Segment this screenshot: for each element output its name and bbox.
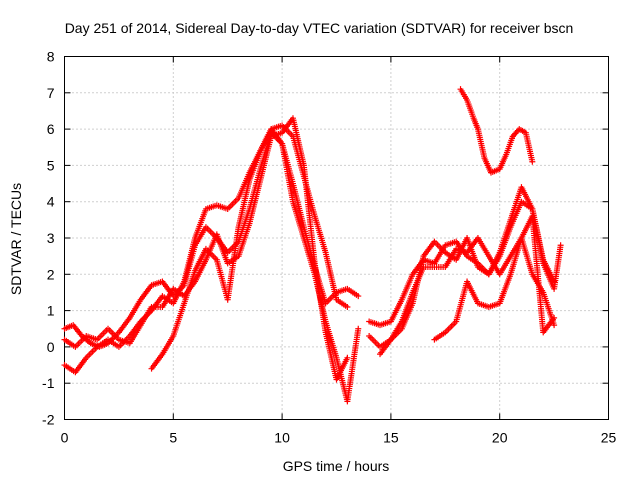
y-tick-label: 4 — [47, 194, 55, 210]
y-axis-label: SDTVAR / TECUs — [8, 183, 24, 295]
x-tick-label: 20 — [492, 430, 508, 446]
data-point — [344, 354, 351, 361]
x-tick-label: 0 — [61, 430, 69, 446]
data-point — [551, 278, 558, 285]
series-arc3 — [61, 115, 351, 383]
series-arc4 — [148, 126, 362, 405]
data-point — [355, 293, 362, 300]
x-tick-label: 15 — [383, 430, 399, 446]
data-point — [344, 303, 351, 310]
y-tick-label: 1 — [47, 303, 55, 319]
y-tick-label: 3 — [47, 230, 55, 246]
data-point — [557, 242, 564, 249]
series-arc9 — [457, 86, 536, 176]
x-tick-label: 10 — [274, 430, 290, 446]
y-tick-label: 6 — [47, 121, 55, 137]
y-tick-label: 2 — [47, 266, 55, 282]
data-point — [551, 314, 558, 321]
x-tick-label: 25 — [601, 430, 617, 446]
y-tick-label: -1 — [42, 375, 55, 391]
series-arc7 — [377, 235, 558, 358]
y-tick-label: -2 — [42, 412, 55, 428]
data-point — [529, 158, 536, 165]
y-tick-label: 5 — [47, 157, 55, 173]
y-tick-label: 8 — [47, 49, 55, 65]
series-arc8 — [431, 213, 558, 343]
y-tick-label: 0 — [47, 339, 55, 355]
x-tick-label: 5 — [169, 430, 177, 446]
x-axis-label: GPS time / hours — [283, 458, 390, 474]
data-point — [551, 322, 558, 329]
data-point — [355, 325, 362, 332]
data-points — [61, 86, 564, 405]
tick-labels: 0 5 10 15 20 25 -2 -1 0 1 2 3 4 5 6 7 8 — [42, 49, 616, 446]
y-tick-label: 7 — [47, 85, 55, 101]
grid — [64, 56, 609, 420]
chart-title: Day 251 of 2014, Sidereal Day-to-day VTE… — [65, 20, 574, 36]
